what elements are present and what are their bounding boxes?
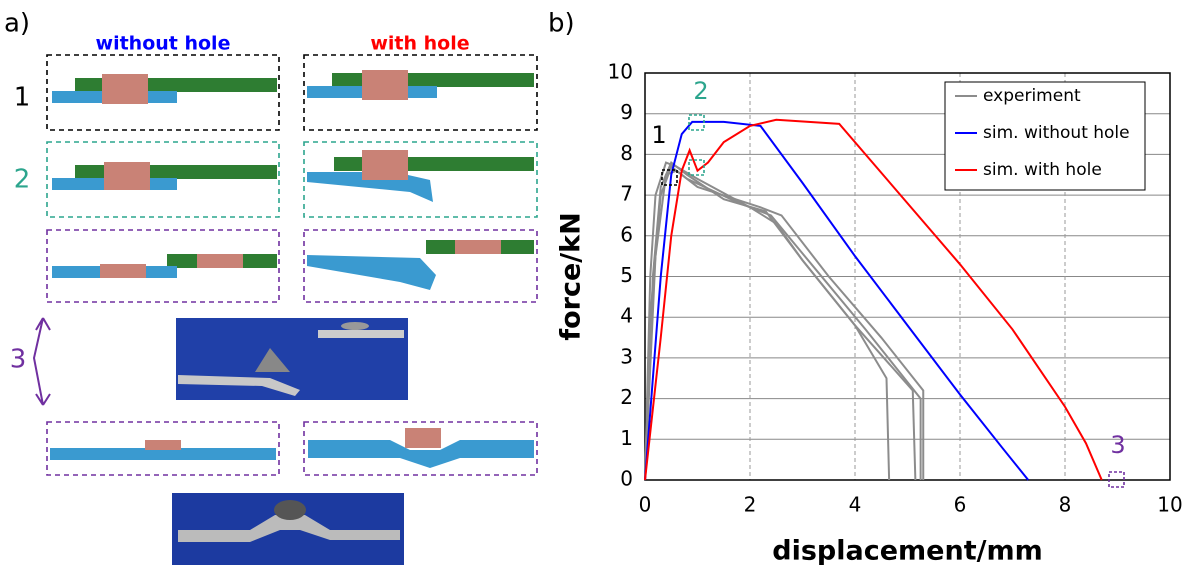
annotation: 1 (651, 121, 666, 149)
x-tick-label: 2 (744, 493, 757, 517)
annotation-box (661, 169, 678, 186)
data-line (644, 120, 1030, 481)
frame (46, 141, 280, 218)
x-tick-label: 6 (954, 493, 967, 517)
x-tick-label: 10 (1157, 493, 1182, 517)
x-tick-label: 0 (639, 493, 652, 517)
legend-box (944, 81, 1146, 191)
row-label: 3 (10, 345, 27, 375)
y-tick-label: 9 (620, 100, 633, 124)
bracket (32, 317, 51, 406)
data-line (644, 169, 925, 481)
data-line (644, 164, 922, 481)
frame (303, 141, 538, 218)
y-tick-label: 8 (620, 141, 633, 165)
annotation-box (688, 159, 705, 176)
y-tick-label: 6 (620, 222, 633, 246)
x-axis-label: displacement/mm (772, 536, 1042, 567)
frame (46, 421, 280, 476)
y-tick-label: 7 (620, 182, 633, 206)
x-tick-label: 4 (849, 493, 862, 517)
legend-label: experiment (983, 86, 1081, 106)
annotation: 2 (693, 77, 708, 105)
legend-label: sim. without hole (983, 123, 1130, 143)
plot-frame (644, 72, 1171, 481)
y-tick-label: 1 (620, 426, 633, 450)
panel-a: a) without hole with hole 1 2 3 (4, 9, 538, 565)
y-tick-label: 5 (620, 263, 633, 287)
row-label: 2 (14, 165, 31, 195)
y-tick-label: 4 (620, 304, 633, 328)
annotation-box (1108, 471, 1125, 488)
photo (172, 318, 408, 565)
column-label: with hole (370, 33, 469, 55)
frame (46, 54, 280, 131)
data-line (644, 118, 1103, 481)
frame (303, 54, 538, 131)
column-label: without hole (96, 33, 231, 55)
y-tick-label: 10 (608, 60, 633, 84)
x-tick-label: 8 (1059, 493, 1072, 517)
row-label: 1 (14, 83, 31, 113)
legend-label: sim. with hole (983, 160, 1102, 180)
y-axis-label: force/kN (556, 212, 587, 340)
annotation-box (688, 114, 705, 131)
panel-label: b) (548, 9, 575, 39)
y-tick-label: 2 (620, 385, 633, 409)
y-tick-label: 0 (620, 467, 633, 491)
annotation: 3 (1110, 431, 1125, 459)
panel-label: a) (4, 9, 30, 39)
frame (46, 229, 280, 303)
y-tick-label: 3 (620, 344, 633, 368)
mesh (50, 70, 534, 468)
data-line (644, 161, 891, 481)
